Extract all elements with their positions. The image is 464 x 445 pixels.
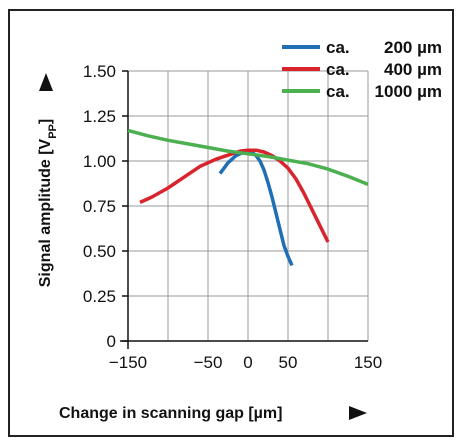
y-tick-label-5: 1.25	[83, 107, 116, 126]
legend-prefix-1: ca.	[326, 60, 350, 79]
y-axis-title-end: ]	[37, 119, 54, 124]
y-axis-arrow-icon	[39, 73, 53, 91]
y-tick-label-0: 0	[107, 332, 116, 351]
series-lines	[127, 128, 369, 267]
y-tick-label-4: 1.00	[83, 152, 116, 171]
y-tick-label-3: 0.75	[83, 197, 116, 216]
y-tick-label-2: 0.50	[83, 242, 116, 261]
chart-svg: 0 0.25 0.50 0.75 1.00 1.25 1.50 −150 −50 0 50 150 c…	[37, 38, 442, 422]
legend: ca. 200 µm ca. 400 µm ca. 1000 µm	[282, 38, 442, 101]
y-axis-title-sub: PP	[47, 124, 59, 139]
series-line-2	[127, 128, 369, 187]
axes	[120, 70, 368, 349]
x-tick-label-3: 0	[243, 353, 252, 372]
legend-prefix-0: ca.	[326, 38, 350, 57]
legend-prefix-2: ca.	[326, 82, 350, 101]
x-axis-title: Change in scanning gap [µm]	[59, 405, 282, 422]
x-tick-label-2: −50	[194, 353, 223, 372]
tick-labels: 0 0.25 0.50 0.75 1.00 1.25 1.50 −150 −50 0 50 150	[83, 62, 382, 372]
x-tick-label-6: 150	[354, 353, 382, 372]
y-axis-title-main: Signal amplitude [V	[37, 138, 54, 287]
series-line-1	[139, 148, 330, 243]
x-tick-label-4: 50	[279, 353, 298, 372]
grid	[128, 70, 369, 341]
y-axis-title: Signal amplitude [VPP]	[37, 119, 59, 287]
legend-value-0: 200 µm	[384, 38, 442, 57]
chart-frame: 0 0.25 0.50 0.75 1.00 1.25 1.50 −150 −50 0 50 150 c…	[8, 9, 454, 437]
x-axis-arrow-icon	[349, 406, 367, 420]
y-tick-label-1: 0.25	[83, 287, 116, 306]
y-tick-label-6: 1.50	[83, 62, 116, 81]
legend-value-2: 1000 µm	[375, 82, 442, 101]
series-line-0	[218, 148, 294, 267]
legend-value-1: 400 µm	[384, 60, 442, 79]
x-tick-label-0: −150	[109, 353, 147, 372]
